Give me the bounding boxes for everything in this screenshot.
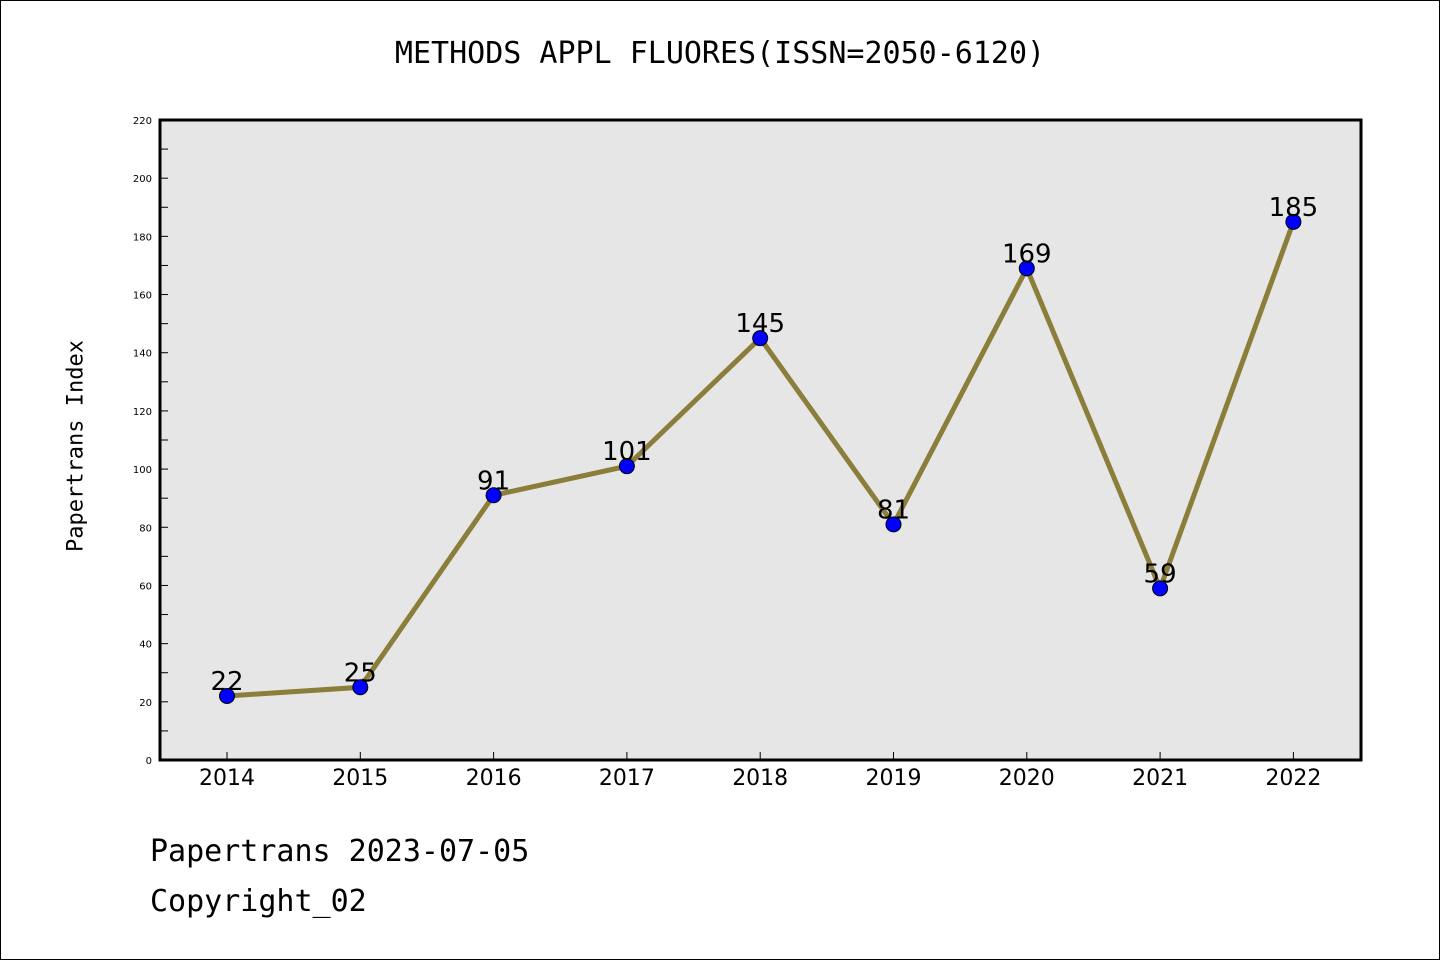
data-point: [1152, 580, 1169, 597]
y-tick-label: 40: [139, 640, 152, 651]
data-point: [752, 330, 769, 347]
data-point: [219, 688, 235, 704]
data-point: [485, 487, 502, 504]
chart-title: METHODS APPL FLUORES(ISSN=2050-6120): [394, 36, 1046, 71]
x-tick-label: 2015: [332, 766, 388, 791]
y-tick-label: 180: [133, 232, 152, 243]
plot-border: [158, 118, 1363, 762]
data-label: 145: [735, 309, 785, 339]
x-tick-label: 2019: [866, 766, 922, 791]
y-tick-label: 120: [133, 407, 152, 418]
data-label: 22: [210, 667, 243, 697]
data-label: 59: [1144, 559, 1177, 589]
x-tick-label: 2021: [1132, 766, 1188, 791]
y-tick-label: 160: [133, 291, 152, 302]
x-tick-label: 2014: [199, 766, 255, 791]
data-label: 81: [877, 495, 910, 525]
x-tick-label: 2018: [732, 766, 788, 791]
data-point: [618, 458, 635, 475]
data-point: [885, 516, 902, 533]
data-label: 25: [344, 658, 377, 688]
data-label: 185: [1269, 193, 1319, 223]
plot-area: [160, 120, 1361, 760]
y-tick-label: 220: [133, 116, 152, 127]
x-tick-label: 2016: [466, 766, 522, 791]
x-tick-label: 2022: [1265, 766, 1321, 791]
data-point: [1018, 260, 1035, 277]
footer-copyright: Copyright_02: [150, 884, 367, 919]
x-tick-label: 2017: [599, 766, 655, 791]
data-label: 91: [477, 466, 510, 496]
footer-source: Papertrans 2023-07-05: [150, 834, 530, 869]
y-tick-label: 80: [139, 523, 152, 534]
data-point: [352, 679, 369, 696]
x-tick-label: 2020: [999, 766, 1055, 791]
y-tick-label: 200: [133, 174, 152, 185]
data-label: 169: [1002, 239, 1052, 269]
y-tick-label: 20: [139, 698, 152, 709]
y-tick-label: 0: [146, 756, 152, 767]
y-tick-label: 60: [139, 581, 152, 592]
y-tick-label: 100: [133, 465, 152, 476]
data-point: [1285, 213, 1302, 230]
data-label: 101: [602, 437, 652, 467]
y-tick-label: 140: [133, 349, 152, 360]
